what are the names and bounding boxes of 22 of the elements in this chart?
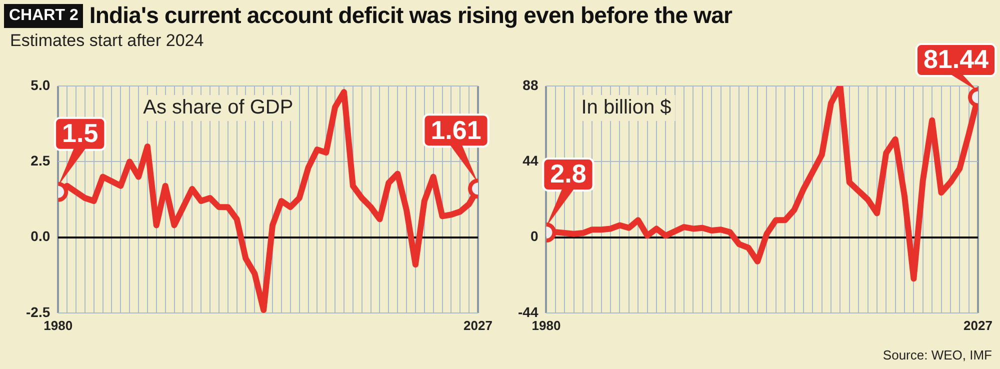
data-label: 81.44 (923, 44, 990, 74)
chart-title: India's current account deficit was rising even before the war (89, 2, 732, 29)
y-tick-label: 5.0 (30, 76, 50, 93)
y-tick-label: 2.5 (30, 152, 50, 169)
x-tick-label: 2027 (964, 318, 992, 334)
y-tick-label: -2.5 (26, 304, 50, 320)
y-tick-label: 44 (522, 152, 538, 169)
y-tick-label: 88 (522, 76, 538, 93)
data-label: 1.5 (62, 118, 98, 148)
data-label: 1.61 (430, 114, 482, 145)
annotation: In billion $ (581, 96, 672, 119)
annotation: As share of GDP (143, 96, 294, 119)
caption: CHART 2 (4, 4, 84, 28)
y-tick-label: 0.0 (30, 228, 50, 244)
y-tick-label: -44 (518, 304, 538, 320)
chart-subtitle: Estimates start after 2024 (10, 31, 205, 51)
x-tick-label: 2027 (464, 318, 492, 334)
data-label: 2.8 (550, 158, 586, 189)
y-tick-label: 0 (530, 228, 538, 244)
source-note: Source: WEO, IMF (882, 348, 992, 363)
x-tick-label: 1980 (44, 318, 73, 334)
x-tick-label: 1980 (532, 318, 561, 334)
